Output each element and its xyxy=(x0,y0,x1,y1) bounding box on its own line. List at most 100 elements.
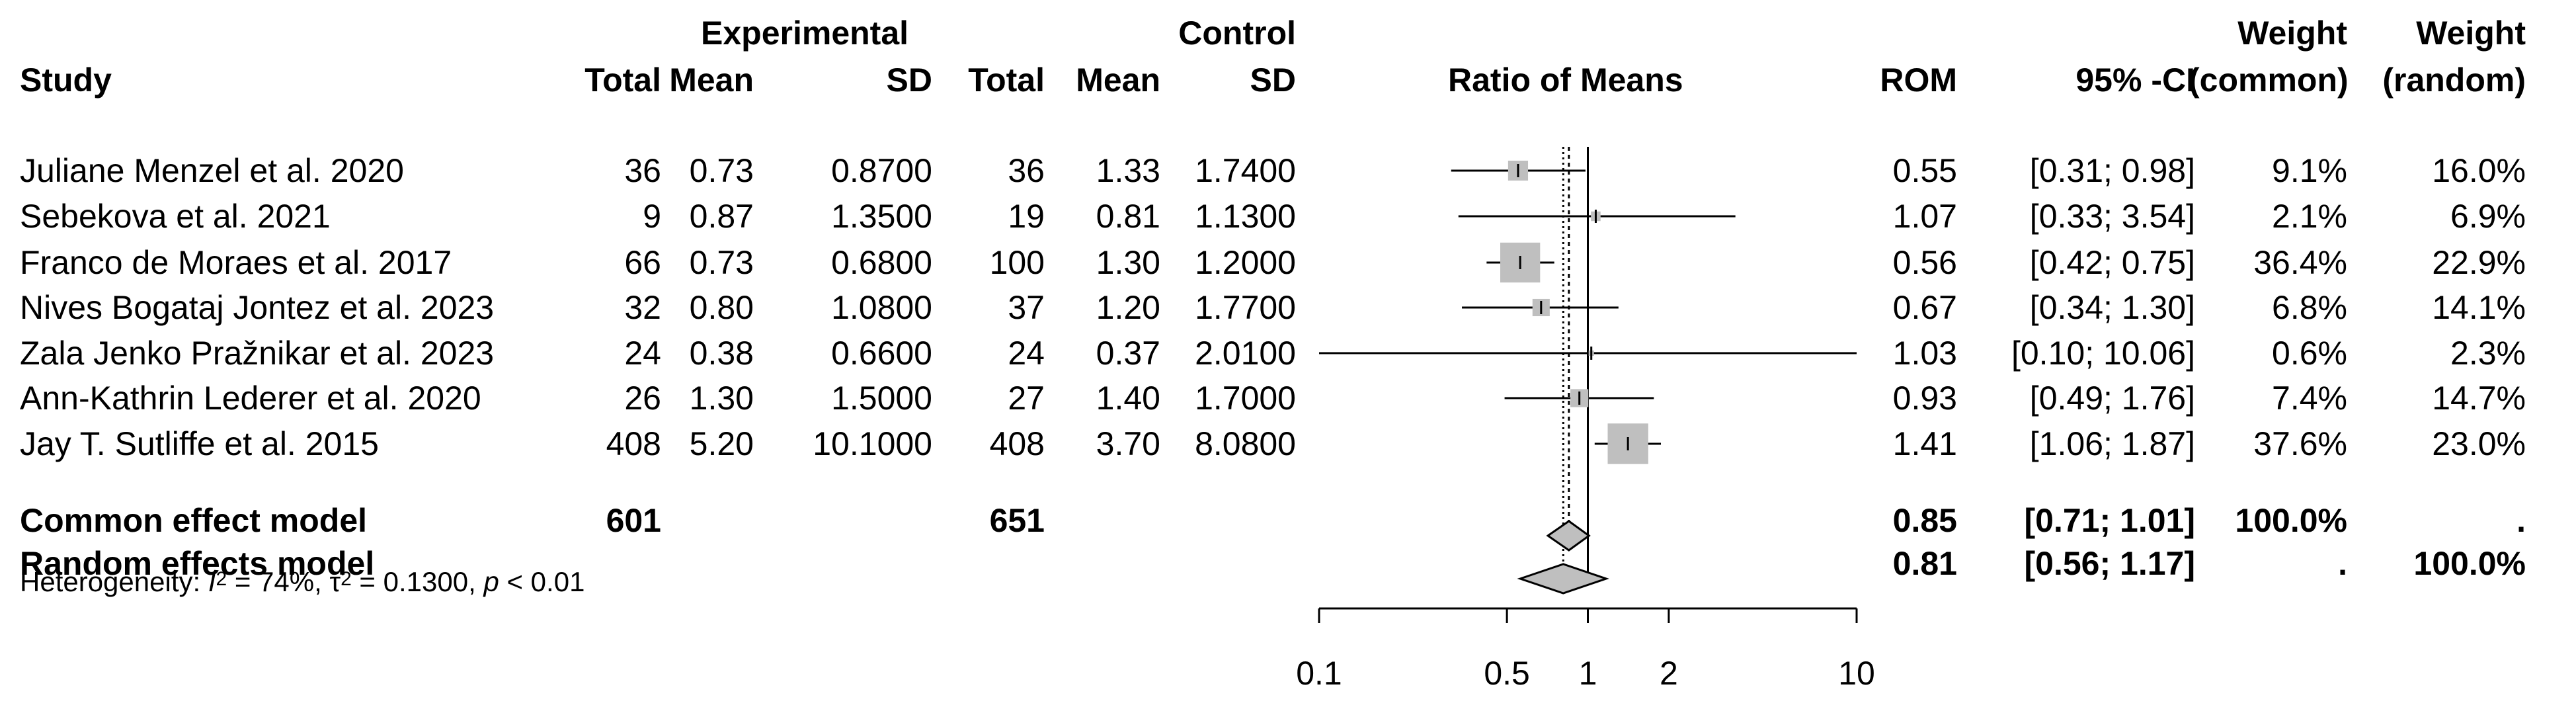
cell-e-sd: 10.1000 xyxy=(813,425,932,462)
cell-ci-text: [0.34; 1.30] xyxy=(2029,289,2195,326)
cell-rom-text: 1.03 xyxy=(1892,335,1957,372)
heterogeneity-p: < 0.01 xyxy=(506,566,585,597)
cell-w-common: 36.4% xyxy=(2253,244,2347,281)
cell-rom-text: 1.41 xyxy=(1892,425,1957,462)
cell-common-w-random: . xyxy=(2516,502,2526,539)
cell-w-common: 2.1% xyxy=(2272,198,2347,235)
cell-e-mean: 0.80 xyxy=(689,289,754,326)
cell-rom-text: 0.56 xyxy=(1892,244,1957,281)
cell-random-rom-text: 0.81 xyxy=(1892,545,1957,582)
cell-e-total: 9 xyxy=(643,198,661,235)
cell-ci-text: [0.31; 0.98] xyxy=(2029,152,2195,189)
cell-e-sd: 1.3500 xyxy=(831,198,932,235)
header-group-experimental: Experimental xyxy=(701,15,909,52)
cell-common-c-total: 651 xyxy=(989,502,1045,539)
header-weight-random: Weight xyxy=(2416,15,2526,52)
cell-name: Franco de Moraes et al. 2017 xyxy=(20,244,452,281)
x-tick-label: 0.1 xyxy=(1296,655,1342,692)
cell-common-rom-text: 0.85 xyxy=(1892,502,1957,539)
cell-e-sd: 1.5000 xyxy=(831,380,932,417)
cell-c-sd: 1.7400 xyxy=(1195,152,1296,189)
cell-w-common: 6.8% xyxy=(2272,289,2347,326)
cell-c-mean: 0.37 xyxy=(1096,335,1160,372)
cell-c-total: 408 xyxy=(989,425,1045,462)
cell-w-random: 14.1% xyxy=(2432,289,2526,326)
header-c-sd: SD xyxy=(1250,62,1296,99)
cell-c-mean: 3.70 xyxy=(1096,425,1160,462)
cell-w-random: 22.9% xyxy=(2432,244,2526,281)
cell-rom-text: 1.07 xyxy=(1892,198,1957,235)
header-common: (common) xyxy=(2189,62,2349,99)
header-e-sd: SD xyxy=(886,62,932,99)
cell-ci-text: [1.06; 1.87] xyxy=(2029,425,2195,462)
header-random: (random) xyxy=(2382,62,2526,99)
cell-w-random: 16.0% xyxy=(2432,152,2526,189)
cell-e-total: 36 xyxy=(624,152,661,189)
header-ci: 95% -CI xyxy=(2075,62,2195,99)
cell-e-mean: 5.20 xyxy=(689,425,754,462)
cell-w-common: 37.6% xyxy=(2253,425,2347,462)
cell-e-mean: 0.38 xyxy=(689,335,754,372)
header-e-mean: Mean xyxy=(669,62,754,99)
cell-e-total: 408 xyxy=(606,425,661,462)
cell-ci-text: [0.33; 3.54] xyxy=(2029,198,2195,235)
cell-c-sd: 8.0800 xyxy=(1195,425,1296,462)
cell-c-total: 27 xyxy=(1008,380,1045,417)
cell-c-total: 37 xyxy=(1008,289,1045,326)
x-tick-label: 10 xyxy=(1838,655,1875,692)
cell-e-total: 32 xyxy=(624,289,661,326)
heterogeneity-i2: 74% xyxy=(259,566,315,597)
cell-w-common: 9.1% xyxy=(2272,152,2347,189)
header-c-total: Total xyxy=(968,62,1045,99)
cell-e-mean: 0.87 xyxy=(689,198,754,235)
header-c-mean: Mean xyxy=(1076,62,1160,99)
random-effects-diamond xyxy=(1517,563,1609,595)
cell-c-sd: 1.2000 xyxy=(1195,244,1296,281)
header-group-control: Control xyxy=(1178,15,1296,52)
cell-e-sd: 0.6800 xyxy=(831,244,932,281)
cell-rom-text: 0.55 xyxy=(1892,152,1957,189)
cell-w-random: 6.9% xyxy=(2450,198,2526,235)
cell-c-sd: 1.1300 xyxy=(1195,198,1296,235)
cell-c-sd: 1.7700 xyxy=(1195,289,1296,326)
cell-common-ci-text: [0.71; 1.01] xyxy=(2024,502,2195,539)
heterogeneity-text: Heterogeneity: I2 = 74%, τ2 = 0.1300, p … xyxy=(20,566,585,597)
cell-e-total: 66 xyxy=(624,244,661,281)
header-e-total: Total xyxy=(584,62,661,99)
cell-c-total: 100 xyxy=(989,244,1045,281)
cell-w-random: 2.3% xyxy=(2450,335,2526,372)
cell-e-total: 26 xyxy=(624,380,661,417)
cell-w-random: 23.0% xyxy=(2432,425,2526,462)
cell-e-total: 24 xyxy=(624,335,661,372)
header-rom: ROM xyxy=(1880,62,1957,99)
cell-c-sd: 1.7000 xyxy=(1195,380,1296,417)
cell-common-label: Common effect model xyxy=(20,502,368,539)
cell-c-mean: 1.20 xyxy=(1096,289,1160,326)
cell-ci-text: [0.49; 1.76] xyxy=(2029,380,2195,417)
cell-w-common: 7.4% xyxy=(2272,380,2347,417)
cell-e-mean: 0.73 xyxy=(689,244,754,281)
cell-name: Nives Bogataj Jontez et al. 2023 xyxy=(20,289,495,326)
header-weight-common: Weight xyxy=(2237,15,2347,52)
cell-rom-text: 0.93 xyxy=(1892,380,1957,417)
header-ratio-of-means: Ratio of Means xyxy=(1448,62,1683,99)
cell-w-common: 0.6% xyxy=(2272,335,2347,372)
cell-e-sd: 1.0800 xyxy=(831,289,932,326)
heterogeneity-prefix: Heterogeneity: xyxy=(20,566,208,597)
x-tick-label: 2 xyxy=(1660,655,1678,692)
cell-random-w-common: . xyxy=(2338,545,2347,582)
cell-c-mean: 1.40 xyxy=(1096,380,1160,417)
cell-c-mean: 1.33 xyxy=(1096,152,1160,189)
cell-name: Ann-Kathrin Lederer et al. 2020 xyxy=(20,380,481,417)
cell-e-sd: 0.8700 xyxy=(831,152,932,189)
cell-ci-text: [0.42; 0.75] xyxy=(2029,244,2195,281)
cell-w-random: 14.7% xyxy=(2432,380,2526,417)
cell-c-total: 19 xyxy=(1008,198,1045,235)
cell-c-sd: 2.0100 xyxy=(1195,335,1296,372)
cell-ci-text: [0.10; 10.06] xyxy=(2011,335,2195,372)
cell-e-mean: 0.73 xyxy=(689,152,754,189)
heterogeneity-tau2: 0.1300 xyxy=(383,566,469,597)
cell-c-mean: 0.81 xyxy=(1096,198,1160,235)
cell-rom-text: 0.67 xyxy=(1892,289,1957,326)
cell-c-total: 36 xyxy=(1008,152,1045,189)
